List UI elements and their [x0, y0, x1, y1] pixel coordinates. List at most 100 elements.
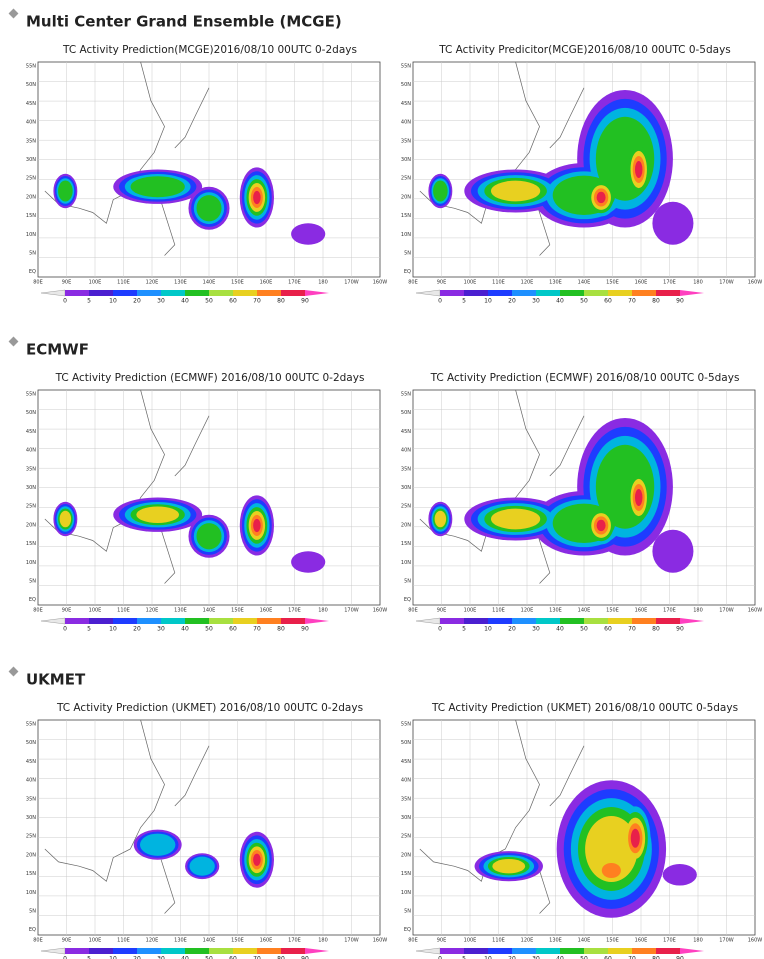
colorbar-label: 50	[205, 298, 213, 305]
lon-label: 120E	[521, 608, 534, 614]
activity-area	[58, 180, 73, 202]
lat-label: 55N	[26, 392, 36, 398]
coastline	[174, 87, 210, 149]
colorbar-label: 60	[604, 298, 612, 305]
activity-area	[434, 510, 447, 528]
colorbar-label: 80	[652, 956, 660, 959]
section-icon	[8, 666, 19, 677]
colorbar-label: 70	[628, 626, 636, 633]
lat-label: 20N	[401, 194, 411, 200]
colorbar-label: 80	[277, 626, 285, 633]
activity-area	[291, 223, 326, 245]
colorbar-label: 20	[133, 298, 141, 305]
section-icon	[8, 336, 19, 347]
colorbar-segment	[656, 290, 680, 296]
lon-label: 160E	[260, 280, 273, 286]
lon-label: 100E	[464, 280, 477, 286]
colorbar-label: 20	[508, 626, 516, 633]
lon-label: 90E	[62, 280, 72, 286]
lon-label: 170W	[719, 608, 734, 614]
colorbar-label: 40	[181, 298, 189, 305]
lat-label: 55N	[401, 722, 411, 728]
lon-label: 90E	[62, 608, 72, 614]
colorbar-segment	[209, 290, 233, 296]
colorbar-segment	[65, 290, 89, 296]
coastline	[549, 745, 585, 807]
lat-label: 30N	[401, 815, 411, 821]
lon-label: 130E	[174, 938, 187, 944]
lat-label: 10N	[401, 890, 411, 896]
colorbar-end	[415, 289, 441, 297]
lat-label: 15N	[26, 213, 36, 219]
colorbar-label: 30	[157, 956, 165, 959]
lat-label: 55N	[26, 722, 36, 728]
lat-label: 30N	[26, 815, 36, 821]
activity-area	[596, 191, 606, 204]
colorbar-segment	[161, 948, 185, 954]
colorbar-segment	[113, 290, 137, 296]
lat-label: 40N	[401, 778, 411, 784]
activity-area	[490, 508, 541, 530]
colorbar-label: 50	[580, 298, 588, 305]
colorbar-segment	[209, 948, 233, 954]
colorbar-segment	[257, 618, 281, 624]
colorbar-segment	[488, 948, 512, 954]
colorbar-label: 20	[508, 956, 516, 959]
lat-label: 25N	[401, 176, 411, 182]
colorbar-label: 5	[462, 298, 466, 305]
lon-label: 110E	[492, 280, 505, 286]
colorbar-segment	[281, 948, 305, 954]
activity-area	[596, 519, 606, 532]
lat-label: 15N	[401, 871, 411, 877]
lon-label: 160E	[260, 608, 273, 614]
lat-label: 10N	[26, 890, 36, 896]
colorbar-label: 10	[109, 626, 117, 633]
colorbar-segment	[137, 948, 161, 954]
lon-label: 110E	[117, 608, 130, 614]
colorbar-label: 10	[484, 956, 492, 959]
lon-label: 120E	[146, 280, 159, 286]
lon-label: 180	[693, 938, 703, 944]
lat-label: 50N	[26, 82, 36, 88]
section-icon	[8, 8, 19, 19]
colorbar-label: 40	[181, 956, 189, 959]
activity-area	[196, 523, 222, 550]
coastline	[549, 87, 585, 149]
lon-label: 150E	[606, 608, 619, 614]
lat-label: 50N	[401, 82, 411, 88]
colorbar-segment	[584, 948, 608, 954]
colorbar-segment	[584, 290, 608, 296]
colorbar-label: 0	[63, 956, 67, 959]
colorbar-segment	[608, 618, 632, 624]
lat-label: 10N	[26, 232, 36, 238]
panel-title: TC Activity Prediction (UKMET) 2016/08/1…	[56, 702, 363, 714]
lat-label: 10N	[401, 560, 411, 566]
lat-label: 45N	[26, 429, 36, 435]
activity-area	[189, 856, 215, 876]
lon-label: 90E	[437, 938, 447, 944]
colorbar-label: 60	[229, 626, 237, 633]
colorbar-label: 80	[652, 626, 660, 633]
activity-area	[433, 180, 448, 202]
lat-label: 25N	[26, 834, 36, 840]
colorbar-segment	[89, 948, 113, 954]
lon-label: 180	[693, 608, 703, 614]
activity-area	[253, 518, 261, 533]
colorbar-segment	[608, 948, 632, 954]
lat-label: 45N	[401, 101, 411, 107]
colorbar-end	[680, 948, 704, 954]
map	[37, 719, 381, 936]
colorbar-segment	[560, 948, 584, 954]
colorbar-label: 10	[109, 298, 117, 305]
lon-label: 160E	[260, 938, 273, 944]
colorbar-segment	[584, 618, 608, 624]
activity-area	[139, 833, 176, 856]
lat-label: 45N	[401, 429, 411, 435]
colorbar-segment	[185, 290, 209, 296]
lat-label: 20N	[401, 852, 411, 858]
map	[412, 389, 756, 606]
colorbar-label: 90	[676, 956, 684, 959]
lon-label: 90E	[62, 938, 72, 944]
activity-area	[585, 815, 638, 883]
colorbar-segment	[656, 948, 680, 954]
